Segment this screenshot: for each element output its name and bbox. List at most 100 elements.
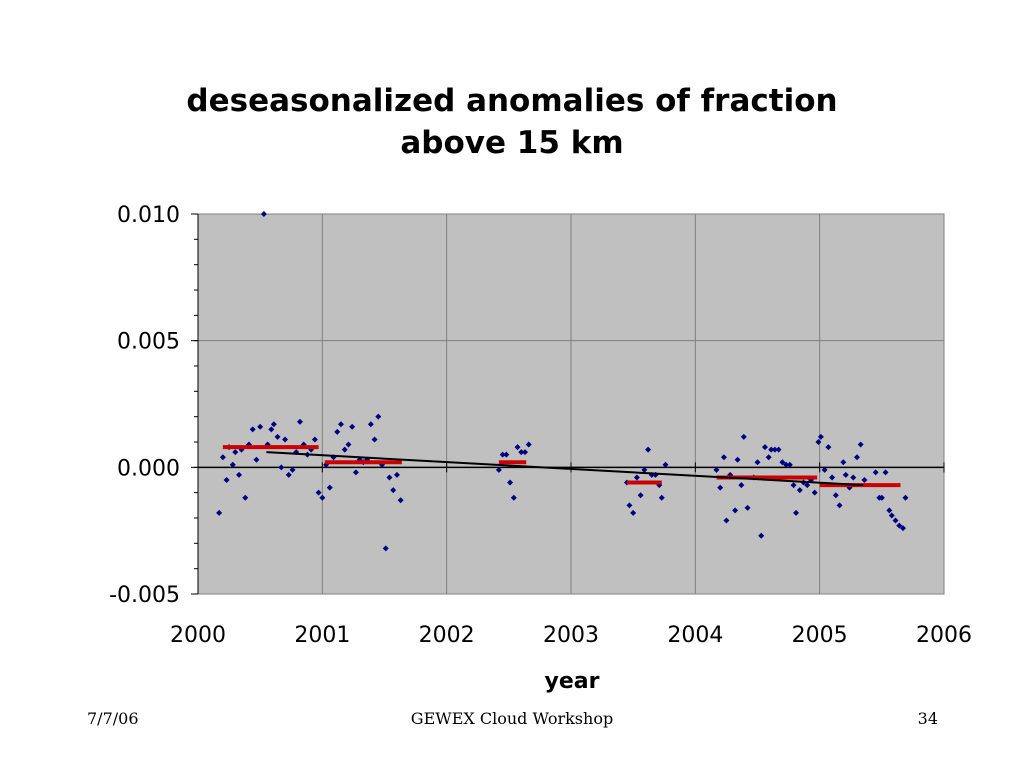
data-point	[232, 449, 239, 456]
x-tick-label: 2001	[294, 623, 350, 648]
page-number: 34	[917, 709, 938, 728]
data-points	[216, 211, 909, 552]
data-point	[223, 477, 230, 483]
data-point	[829, 474, 836, 481]
x-tick-label: 2003	[543, 623, 599, 648]
tick-labels: 2000 2001 2002 2003 2004 2005 2006 0.010 0.005 0.…	[109, 203, 972, 648]
data-point	[630, 509, 637, 516]
data-point	[341, 446, 348, 453]
data-point	[315, 489, 322, 496]
data-point	[754, 459, 761, 466]
data-point	[882, 469, 889, 476]
data-point	[274, 433, 281, 440]
data-point	[804, 482, 811, 489]
data-point	[783, 461, 790, 468]
data-point	[899, 525, 906, 532]
data-point	[857, 441, 864, 448]
data-point	[397, 497, 404, 504]
data-point	[367, 421, 374, 428]
data-point	[270, 421, 277, 428]
data-point	[236, 471, 243, 478]
x-tick-label: 2000	[170, 623, 226, 648]
chart-title: deseasonalized anomalies of fraction abo…	[0, 80, 1024, 164]
data-point	[775, 446, 782, 453]
data-point	[872, 469, 879, 476]
y-tick-label: 0.010	[117, 203, 180, 228]
data-point	[738, 482, 745, 489]
data-point	[285, 471, 292, 478]
chart-title-line-1: deseasonalized anomalies of fraction	[186, 83, 838, 119]
data-point	[229, 461, 236, 468]
data-point	[257, 423, 264, 430]
data-point	[734, 456, 741, 463]
x-tick-label: 2006	[916, 623, 972, 648]
data-point	[499, 451, 506, 458]
data-point	[902, 494, 909, 501]
data-point	[720, 454, 727, 461]
y-tick-label: 0.000	[117, 456, 180, 481]
data-point	[326, 484, 333, 491]
data-point	[514, 444, 521, 451]
data-point	[289, 466, 296, 473]
data-point	[768, 446, 775, 453]
data-point	[319, 494, 326, 501]
data-point	[216, 509, 223, 516]
trend-line	[266, 451, 864, 487]
data-point	[253, 456, 260, 463]
data-point	[790, 482, 797, 489]
data-point	[503, 451, 510, 458]
data-point	[337, 421, 344, 428]
x-axis-label: year	[545, 669, 600, 694]
footer-date: 7/7/06	[87, 709, 139, 728]
data-point	[817, 433, 824, 440]
y-tick-label: -0.005	[109, 583, 180, 608]
scatter-chart: 2000 2001 2002 2003 2004 2005 2006 0.010 0.005 0.…	[109, 203, 972, 694]
y-tick-label: 0.005	[117, 330, 180, 355]
data-point	[349, 423, 356, 430]
data-point	[278, 464, 285, 471]
data-point	[282, 436, 289, 443]
data-point	[645, 446, 652, 453]
data-point	[888, 512, 895, 519]
data-point	[723, 517, 730, 524]
data-point	[390, 487, 397, 494]
data-point	[765, 454, 772, 461]
data-point	[382, 545, 389, 552]
data-point	[268, 426, 275, 433]
data-point	[352, 469, 359, 476]
data-point	[633, 474, 640, 481]
data-point	[786, 461, 793, 468]
data-point	[371, 436, 378, 443]
data-point	[507, 479, 514, 486]
data-point	[518, 449, 525, 456]
data-point	[796, 487, 803, 494]
data-point	[840, 459, 847, 466]
data-point	[334, 428, 341, 435]
data-point	[878, 494, 885, 501]
data-point	[853, 454, 860, 461]
data-point	[761, 444, 768, 451]
data-point	[242, 494, 249, 501]
data-point	[219, 454, 226, 461]
x-tick-label: 2002	[419, 623, 475, 648]
data-point	[744, 504, 751, 511]
data-point	[662, 461, 669, 468]
data-point	[861, 477, 868, 483]
chart-title-line-2: above 15 km	[400, 125, 624, 161]
footer-title: GEWEX Cloud Workshop	[410, 709, 614, 728]
data-point	[641, 466, 648, 473]
data-point	[886, 507, 893, 514]
data-point	[825, 444, 832, 451]
data-point	[732, 507, 739, 514]
x-tick-label: 2005	[792, 623, 848, 648]
trend-line-group	[266, 451, 864, 487]
data-point	[821, 466, 828, 473]
data-point	[525, 441, 532, 448]
data-point	[626, 502, 633, 509]
data-point	[296, 418, 303, 425]
data-point	[850, 474, 857, 481]
data-point	[249, 426, 256, 433]
data-point	[836, 502, 843, 509]
axes	[191, 213, 945, 595]
data-point	[779, 459, 786, 466]
